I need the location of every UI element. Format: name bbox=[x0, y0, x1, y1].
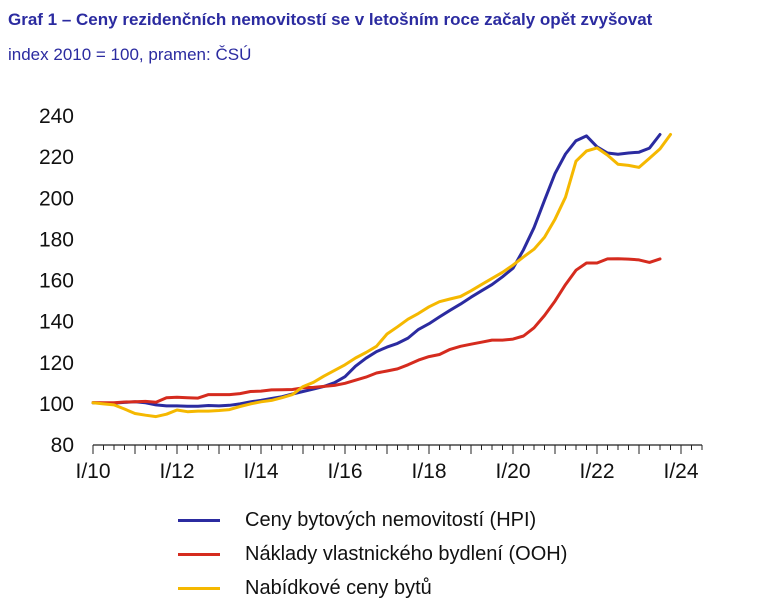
chart-title: Graf 1 – Ceny rezidenčních nemovitostí s… bbox=[8, 10, 653, 29]
ooh-line bbox=[91, 257, 662, 405]
legend-label-ooh: Náklady vlastnického bydlení (OOH) bbox=[245, 542, 568, 565]
legend-swatch-ooh bbox=[178, 552, 220, 556]
legend-item-hpi: Ceny bytových nemovitostí (HPI) bbox=[178, 503, 567, 537]
x-tick-label: I/10 bbox=[75, 460, 110, 483]
x-tick-label: I/14 bbox=[243, 460, 278, 483]
y-axis: 80 100 120 140 160 180 200 220 240 bbox=[39, 105, 74, 457]
x-tick-label: I/18 bbox=[411, 460, 446, 483]
y-tick-label: 200 bbox=[39, 187, 74, 210]
y-tick-label: 240 bbox=[39, 105, 74, 128]
chart-legend: Ceny bytových nemovitostí (HPI) Náklady … bbox=[178, 503, 567, 605]
x-tick-label: I/12 bbox=[159, 460, 194, 483]
legend-swatch-hpi bbox=[178, 518, 220, 522]
x-axis: I/10 I/12 I/14 I/16 I/18 I/20 I/22 I/24 bbox=[75, 444, 703, 483]
legend-label-hpi: Ceny bytových nemovitostí (HPI) bbox=[245, 508, 537, 531]
y-tick-label: 160 bbox=[39, 270, 74, 293]
hpi-line bbox=[91, 133, 662, 408]
y-tick-label: 80 bbox=[51, 434, 74, 457]
chart-subtitle: index 2010 = 100, pramen: ČSÚ bbox=[8, 45, 252, 64]
offer-price-line bbox=[91, 133, 672, 419]
y-tick-label: 120 bbox=[39, 352, 74, 375]
y-tick-label: 140 bbox=[39, 311, 74, 334]
y-tick-label: 180 bbox=[39, 228, 74, 251]
x-tick-label: I/20 bbox=[495, 460, 530, 483]
series-layer bbox=[91, 133, 672, 419]
x-tick-label: I/22 bbox=[579, 460, 614, 483]
legend-swatch-offer bbox=[178, 586, 220, 590]
x-tick-label: I/24 bbox=[663, 460, 698, 483]
y-tick-label: 100 bbox=[39, 393, 74, 416]
legend-label-offer: Nabídkové ceny bytů bbox=[245, 576, 432, 599]
legend-item-ooh: Náklady vlastnického bydlení (OOH) bbox=[178, 537, 567, 571]
x-tick-label: I/16 bbox=[327, 460, 362, 483]
y-tick-label: 220 bbox=[39, 146, 74, 169]
legend-item-offer: Nabídkové ceny bytů bbox=[178, 571, 567, 605]
